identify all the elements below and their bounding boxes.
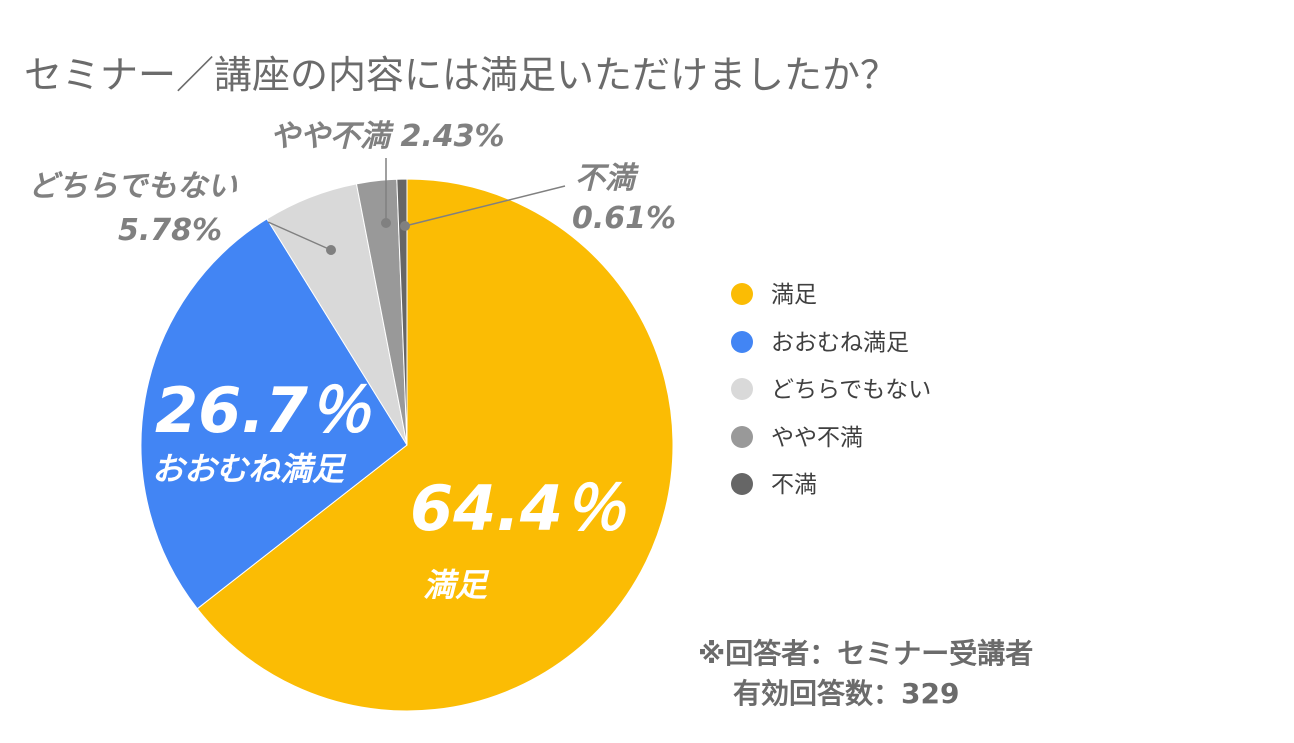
mostly-name-label: おおむね満足 — [152, 450, 347, 488]
legend-swatch-mostly — [731, 331, 753, 353]
dissatisfied-pct-label: 0.61% — [572, 201, 676, 236]
neutral-leader-line — [267, 221, 332, 251]
legend-label-satisfied: 満足 — [771, 282, 817, 308]
legend-swatch-somewhat-dissatisfied — [731, 426, 753, 448]
legend-label-mostly: おおむね満足 — [771, 330, 909, 356]
neutral-name-label: どちらでもない — [28, 169, 238, 204]
legend-label-somewhat-dissatisfied: やや不満 — [771, 425, 863, 451]
legend-swatch-satisfied — [731, 283, 753, 305]
satisfied-pct-label: 64.4％ — [410, 472, 627, 545]
mostly-pct-label: 26.7％ — [155, 374, 372, 447]
satisfied-name-label: 満足 — [423, 566, 490, 604]
dissatisfied-name-label: 不満 — [575, 161, 640, 196]
legend-label-neutral: どちらでもない — [771, 377, 931, 403]
legend: 満足 おおむね満足 どちらでもない やや不満 不満 — [731, 282, 931, 498]
dissatisfied-leader-dot — [400, 221, 410, 231]
valid-responses-note: 有効回答数：329 — [733, 677, 959, 710]
neutral-leader-dot — [326, 245, 336, 255]
pie-slice-dissatisfied — [396, 178, 408, 446]
legend-item-somewhat-dissatisfied: やや不満 — [731, 425, 863, 451]
pie-slice-satisfied — [196, 178, 674, 712]
chart-title: セミナー／講座の内容には満足いただけましたか？ — [24, 53, 898, 97]
neutral-pct-label: 5.78% — [118, 213, 222, 248]
somewhat-dissatisfied-label: やや不満 2.43% — [270, 119, 505, 154]
legend-item-dissatisfied: 不満 — [731, 472, 817, 498]
legend-label-dissatisfied: 不満 — [771, 472, 817, 498]
respondent-note: ※回答者：セミナー受講者 — [698, 637, 1033, 670]
dissatisfied-leader-line — [404, 185, 566, 227]
legend-item-mostly: おおむね満足 — [731, 330, 909, 356]
somewhat-leader-dot — [381, 218, 391, 228]
pie-slices — [140, 178, 674, 712]
legend-swatch-neutral — [731, 378, 753, 400]
legend-item-neutral: どちらでもない — [731, 377, 931, 403]
legend-swatch-dissatisfied — [731, 473, 753, 495]
legend-item-satisfied: 満足 — [731, 282, 817, 308]
pie-slice-mostly — [140, 218, 408, 610]
